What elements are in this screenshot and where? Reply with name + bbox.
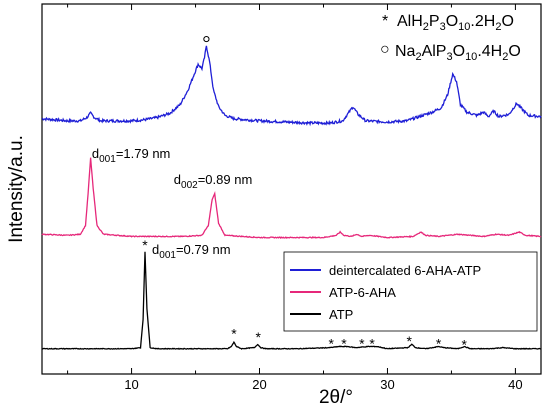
d-spacing-label: d002=0.89 nm [174,172,253,191]
y-axis-label: Intensity/a.u. [6,135,27,243]
star-marker: * [369,335,375,351]
x-tick-label: 10 [124,377,138,392]
legend-label-atp: ATP [329,307,353,322]
series-line-atp6aha [41,157,542,239]
x-axis-ticks: 10 20 30 40 [67,4,523,392]
star-marker: * [406,333,412,349]
star-marker: * [328,335,334,351]
star-marker: * [231,326,237,342]
legend-label-atp6aha: ATP-6-AHA [329,285,396,300]
star-marker: * [359,335,365,351]
star-marker: * [462,336,468,352]
series-lines [41,45,542,350]
phase-key-star-formula: AlH2P3O10.2H2O [397,13,514,33]
legend-box [283,251,538,332]
star-marker: * [256,329,262,345]
phase-key-star-symbol: * [382,13,388,30]
circle-marker [203,35,210,43]
peak-markers: ** * * * * * * * * [142,35,468,352]
phase-key: * AlH2P3O10.2H2O ○ Na2AlP3O10.4H2O [380,13,521,63]
series-line-deintercalated [41,45,542,127]
x-tick-label: 20 [252,377,266,392]
series-line-atp [41,251,541,350]
d-spacing-label: d001=0.79 nm [152,242,231,261]
star-marker: * [341,335,347,351]
x-tick-label: 30 [380,377,394,392]
plot-frame [41,3,542,375]
x-tick-label: 40 [508,377,522,392]
d-spacing-label: d001=1.79 nm [92,146,170,165]
x-axis-label: 2θ/° [319,387,353,408]
legend-label-deintercalated: deintercalated 6-AHA-ATP [329,263,481,278]
star-marker: * [142,237,148,253]
legend: deintercalated 6-AHA-ATP ATP-6-AHA ATP [283,251,538,332]
phase-key-circle-formula: Na2AlP3O10.4H2O [395,43,521,63]
phase-key-circle-symbol: ○ [380,41,390,58]
star-marker: * [436,335,442,351]
